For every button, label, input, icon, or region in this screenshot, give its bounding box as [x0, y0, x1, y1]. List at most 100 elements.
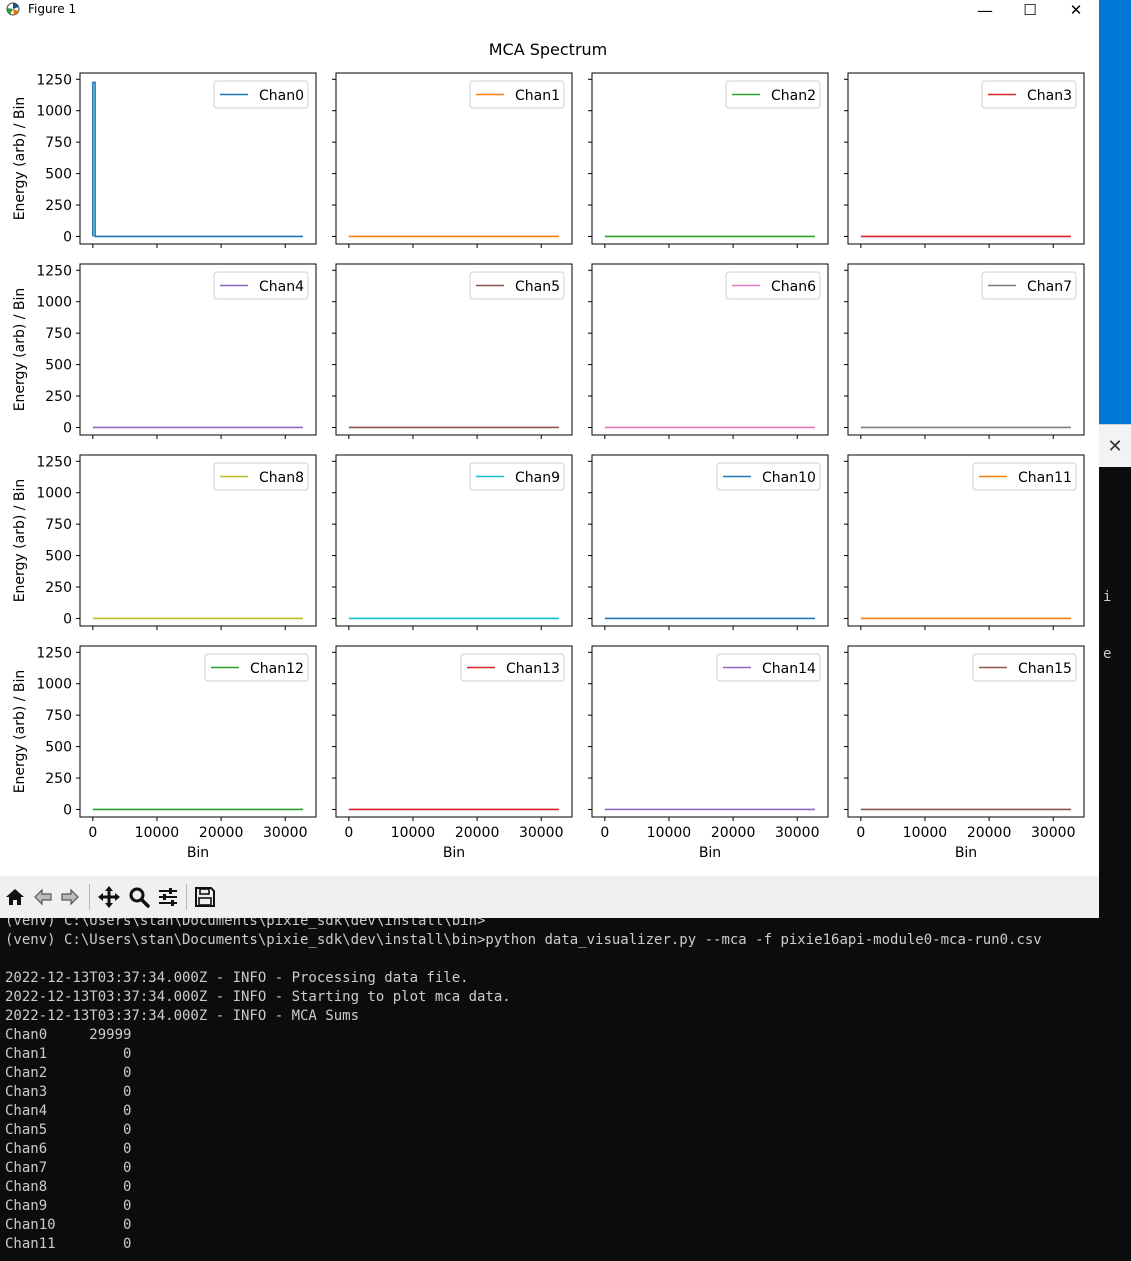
configure-subplots-button[interactable] [155, 884, 181, 910]
terminal-line: Chan1 0 [5, 1046, 132, 1062]
background-window-accent [1099, 0, 1131, 424]
terminal-line: Chan7 0 [5, 1160, 132, 1176]
x-tick-label: 10000 [903, 825, 948, 841]
legend-label: Chan5 [515, 279, 560, 295]
maximize-icon: ☐ [1023, 1, 1037, 19]
figure-title: MCA Spectrum [489, 40, 608, 59]
minimize-button[interactable]: — [962, 0, 1008, 20]
x-axis-label: Bin [443, 845, 465, 861]
x-tick-label: 0 [600, 825, 609, 841]
y-tick-label: 500 [45, 358, 72, 374]
side-text-fragment: e [1103, 646, 1112, 662]
minimize-icon: — [977, 0, 993, 20]
terminal-line: Chan6 0 [5, 1141, 132, 1157]
legend-box [725, 80, 821, 109]
subplot-chan3 [844, 72, 1085, 248]
terminal-line: Chan5 0 [5, 1122, 132, 1138]
subplot-chan4 [76, 263, 317, 439]
x-tick-label: 10000 [391, 825, 436, 841]
x-tick-label: 30000 [519, 825, 564, 841]
legend-box [469, 462, 565, 491]
close-icon: ✕ [1107, 435, 1123, 457]
x-tick-label: 30000 [1031, 825, 1076, 841]
subplot-chan10 [588, 454, 829, 630]
y-tick-label: 0 [63, 420, 72, 436]
subplot-chan5 [332, 263, 573, 439]
legend-label: Chan0 [259, 88, 304, 104]
y-axis-label: Energy (arb) / Bin [12, 288, 28, 412]
close-button[interactable]: ✕ [1053, 0, 1099, 20]
subplot-chan14 [588, 645, 829, 821]
subplot-chan12 [76, 645, 317, 821]
side-text-fragment: i [1103, 589, 1112, 605]
legend-box [204, 653, 309, 682]
back-button[interactable] [30, 884, 56, 910]
terminal-line: Chan10 0 [5, 1217, 132, 1233]
y-tick-label: 1250 [36, 263, 72, 279]
y-tick-label: 500 [45, 549, 72, 565]
legend-box [716, 653, 821, 682]
window-title: Figure 1 [28, 2, 77, 16]
x-tick-label: 30000 [263, 825, 308, 841]
y-tick-label: 250 [45, 198, 72, 214]
terminal-line: 2022-12-13T03:37:34.000Z - INFO - Proces… [5, 970, 469, 986]
legend-box [981, 271, 1077, 300]
y-tick-label: 500 [45, 167, 72, 183]
navigation-toolbar [0, 876, 1099, 918]
legend-label: Chan3 [1027, 88, 1072, 104]
x-tick-label: 20000 [199, 825, 244, 841]
pan-button[interactable] [96, 884, 122, 910]
y-tick-label: 750 [45, 517, 72, 533]
y-tick-label: 250 [45, 389, 72, 405]
x-tick-label: 0 [344, 825, 353, 841]
terminal-line: Chan9 0 [5, 1198, 132, 1214]
home-button[interactable] [2, 884, 28, 910]
subplot-chan11 [844, 454, 1085, 630]
y-tick-label: 750 [45, 708, 72, 724]
magnifier-icon [129, 887, 150, 908]
legend-label: Chan11 [1018, 470, 1072, 486]
legend-label: Chan4 [259, 279, 304, 295]
legend-label: Chan8 [259, 470, 304, 486]
legend-label: Chan6 [771, 279, 816, 295]
x-tick-label: 30000 [775, 825, 820, 841]
legend-box [972, 653, 1077, 682]
terminal-line: 2022-12-13T03:37:34.000Z - INFO - Starti… [5, 989, 511, 1005]
y-tick-label: 1250 [36, 72, 72, 88]
y-axis-label: Energy (arb) / Bin [12, 670, 28, 794]
title-bar: Figure 1 — ☐ ✕ [0, 0, 1099, 20]
maximize-button[interactable]: ☐ [1007, 0, 1053, 20]
toolbar-separator [186, 884, 187, 910]
y-tick-label: 1000 [36, 486, 72, 502]
legend-label: Chan15 [1018, 661, 1072, 677]
legend-box [725, 271, 821, 300]
subplot-chan9 [332, 454, 573, 630]
legend-label: Chan12 [250, 661, 304, 677]
x-tick-label: 20000 [967, 825, 1012, 841]
subplot-chan15 [844, 645, 1085, 821]
legend-box [972, 462, 1077, 491]
legend-box [213, 271, 309, 300]
series-line-chan0 [92, 81, 303, 238]
legend-label: Chan2 [771, 88, 816, 104]
legend-box [981, 80, 1077, 109]
y-tick-label: 250 [45, 771, 72, 787]
legend-label: Chan7 [1027, 279, 1072, 295]
terminal-output: (venv) C:\Users\stan\Documents\pixie_sdk… [0, 912, 1131, 1261]
legend-label: Chan13 [506, 661, 560, 677]
zoom-button[interactable] [126, 884, 152, 910]
save-button[interactable] [192, 884, 218, 910]
forward-button[interactable] [57, 884, 83, 910]
move-icon [98, 886, 120, 908]
side-panel-close-button[interactable]: ✕ [1099, 424, 1131, 467]
subplot-chan2 [588, 72, 829, 248]
legend-box [469, 80, 565, 109]
legend-box [716, 462, 821, 491]
toolbar-separator [89, 884, 90, 910]
x-tick-label: 20000 [455, 825, 500, 841]
legend-label: Chan14 [762, 661, 816, 677]
forward-arrow-icon [61, 888, 79, 906]
x-tick-label: 10000 [647, 825, 692, 841]
x-tick-label: 0 [856, 825, 865, 841]
terminal-line: 2022-12-13T03:37:34.000Z - INFO - MCA Su… [5, 1008, 360, 1024]
